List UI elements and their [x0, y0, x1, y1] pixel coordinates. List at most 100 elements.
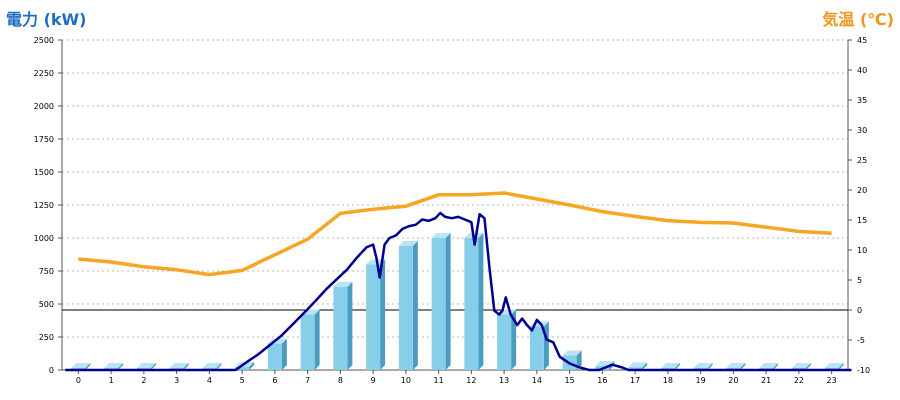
left-tick-label: 0: [49, 366, 54, 375]
bar-side: [150, 363, 156, 370]
right-tick-label: 25: [857, 156, 867, 165]
bar-side: [347, 281, 353, 370]
right-tick-label: 15: [857, 216, 867, 225]
right-tick-label: 10: [857, 246, 867, 255]
left-tick-label: 2250: [34, 69, 54, 78]
bar-side: [183, 363, 189, 370]
left-tick-label: 500: [39, 300, 54, 309]
power-bar: [333, 286, 348, 370]
power-bar: [497, 314, 512, 370]
bar-side: [707, 363, 713, 370]
right-tick-label: 35: [857, 96, 867, 105]
bar-side: [838, 363, 844, 370]
power-bar: [398, 245, 413, 370]
power-bar: [300, 314, 315, 370]
x-tick-label: 17: [630, 376, 640, 385]
bar-top: [431, 233, 451, 238]
x-tick-label: 20: [728, 376, 738, 385]
bar-top: [628, 362, 648, 368]
power-bar: [267, 343, 282, 370]
left-tick-label: 1500: [34, 168, 54, 177]
bar-side: [118, 363, 124, 370]
left-tick-label: 1000: [34, 234, 54, 243]
x-tick-label: 6: [272, 376, 277, 385]
power-bar: [464, 238, 479, 370]
bar-top: [726, 363, 746, 369]
right-tick-label: -5: [857, 336, 865, 345]
power-line: [65, 211, 852, 372]
x-tick-label: 5: [240, 376, 245, 385]
x-tick-label: 4: [207, 376, 212, 385]
left-tick-label: 1250: [34, 201, 54, 210]
bar-top: [562, 350, 582, 356]
right-axis-title: 気温 (℃): [822, 10, 894, 29]
bar-side: [412, 240, 418, 370]
bar-top: [791, 363, 811, 369]
x-tick-label: 13: [499, 376, 509, 385]
right-tick-label: 30: [857, 126, 867, 135]
bar-side: [314, 309, 320, 370]
bar-top: [693, 363, 713, 369]
x-tick-label: 19: [696, 376, 706, 385]
x-tick-label: 12: [466, 376, 476, 385]
x-tick-label: 15: [565, 376, 575, 385]
bar-top: [398, 240, 418, 246]
left-tick-label: 1750: [34, 135, 54, 144]
x-tick-label: 9: [371, 376, 376, 385]
bar-top: [169, 363, 189, 369]
bar-side: [511, 309, 517, 370]
left-tick-label: 2000: [34, 102, 54, 111]
bar-side: [576, 350, 582, 370]
x-tick-label: 14: [532, 376, 542, 385]
x-tick-label: 1: [109, 376, 114, 385]
bar-top: [104, 363, 124, 369]
x-tick-label: 10: [401, 376, 411, 385]
right-tick-label: 40: [857, 66, 867, 75]
bar-top: [202, 363, 222, 369]
right-tick-label: 5: [857, 276, 862, 285]
bar-top: [366, 259, 386, 265]
bar-side: [674, 363, 680, 370]
x-tick-label: 3: [174, 376, 179, 385]
right-tick-label: -10: [857, 366, 870, 375]
x-tick-label: 16: [597, 376, 607, 385]
bar-side: [805, 363, 811, 370]
bar-side: [380, 259, 386, 370]
x-tick-label: 2: [141, 376, 146, 385]
temperature-line: [78, 191, 832, 277]
bar-side: [642, 362, 648, 370]
left-tick-label: 2500: [34, 36, 54, 45]
x-tick-label: 7: [305, 376, 310, 385]
bar-top: [660, 363, 680, 369]
bar-side: [216, 363, 222, 370]
bar-side: [740, 363, 746, 370]
power-bar: [529, 326, 544, 370]
right-tick-label: 45: [857, 36, 867, 45]
right-tick-label: 20: [857, 186, 867, 195]
x-tick-label: 11: [434, 376, 444, 385]
bar-top: [824, 363, 844, 369]
x-tick-label: 23: [827, 376, 837, 385]
x-tick-label: 21: [761, 376, 771, 385]
left-tick-label: 250: [39, 333, 54, 342]
bar-top: [759, 363, 779, 369]
x-tick-label: 22: [794, 376, 804, 385]
x-tick-label: 18: [663, 376, 673, 385]
x-tick-label: 8: [338, 376, 343, 385]
bar-side: [281, 338, 287, 370]
left-axis-title: 電力 (kW): [6, 10, 87, 29]
bar-side: [249, 361, 255, 370]
bar-side: [85, 363, 91, 370]
power-bar: [235, 366, 250, 370]
left-tick-label: 750: [39, 267, 54, 276]
x-tick-label: 0: [76, 376, 81, 385]
bar-side: [543, 321, 549, 370]
bar-top: [333, 281, 353, 287]
bar-side: [445, 233, 451, 370]
bar-side: [773, 363, 779, 370]
right-tick-label: 0: [857, 306, 862, 315]
power-bar: [366, 264, 381, 370]
power-bar: [628, 367, 643, 370]
bar-top: [136, 363, 156, 369]
